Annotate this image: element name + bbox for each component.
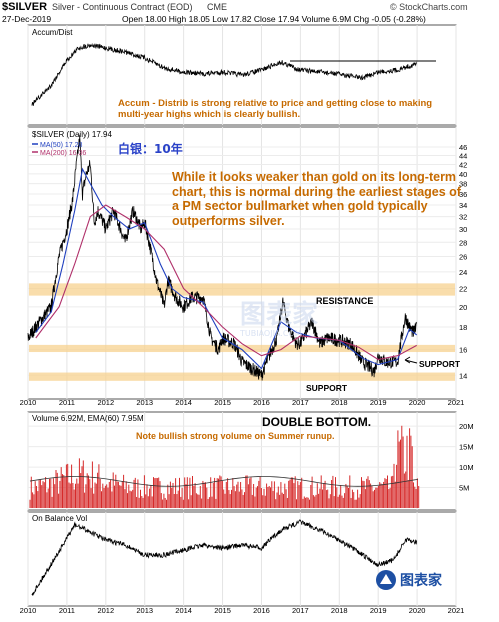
price-band bbox=[29, 283, 455, 296]
chart-symbol: $SILVER bbox=[2, 1, 48, 13]
y-tick-label: 16 bbox=[459, 346, 467, 355]
y-tick-label: 34 bbox=[459, 201, 467, 210]
y-tick-label: 42 bbox=[459, 160, 467, 169]
volume-ema-line bbox=[29, 476, 419, 487]
x-tick-label: 2014 bbox=[175, 398, 192, 407]
ma50-line bbox=[35, 167, 418, 370]
x-tick-label: 2015 bbox=[214, 606, 231, 615]
y-tick-label: 24 bbox=[459, 268, 467, 277]
accum-note: Accum - Distrib is strong relative to pr… bbox=[118, 98, 433, 120]
support-arrow bbox=[404, 356, 418, 364]
y-tick-label: 40 bbox=[459, 170, 467, 179]
price-note: While it looks weaker than gold on its l… bbox=[172, 170, 461, 228]
volume-tick-label: 20M bbox=[459, 422, 474, 431]
x-tick-label: 2019 bbox=[370, 398, 387, 407]
chart-quote: Open 18.00 High 18.05 Low 17.82 Close 17… bbox=[122, 14, 426, 24]
x-tick-label: 2013 bbox=[136, 606, 153, 615]
accum-panel-label: Accum/Dist bbox=[32, 28, 73, 37]
obv-panel bbox=[27, 511, 457, 607]
x-tick-label: 2018 bbox=[331, 606, 348, 615]
x-tick-label: 2015 bbox=[214, 398, 231, 407]
volume-tick-label: 10M bbox=[459, 463, 474, 472]
y-tick-label: 30 bbox=[459, 225, 467, 234]
y-tick-label: 22 bbox=[459, 285, 467, 294]
y-tick-label: 28 bbox=[459, 238, 467, 247]
y-tick-label: 20 bbox=[459, 303, 467, 312]
x-tick-label: 2021 bbox=[448, 606, 465, 615]
y-tick-label: 36 bbox=[459, 190, 467, 199]
volume-note: Note bullish strong volume on Summer run… bbox=[136, 431, 335, 441]
x-tick-label: 2020 bbox=[409, 398, 426, 407]
x-tick-label: 2018 bbox=[331, 398, 348, 407]
volume-panel-label: Volume 6.92M, EMA(60) 7.95M bbox=[32, 414, 144, 423]
x-tick-label: 2016 bbox=[253, 606, 270, 615]
y-tick-label: 46 bbox=[459, 143, 467, 152]
support-label-bottom: SUPPORT bbox=[306, 383, 348, 393]
watermark-sub: TUBIAOJIA.COM bbox=[239, 329, 302, 338]
x-tick-label: 2014 bbox=[175, 606, 192, 615]
y-tick-label: 38 bbox=[459, 180, 467, 189]
x-tick-label: 2017 bbox=[292, 606, 309, 615]
x-tick-label: 2012 bbox=[97, 606, 114, 615]
double-bottom-label: DOUBLE BOTTOM. bbox=[262, 415, 371, 429]
chart-exchange: CME bbox=[207, 2, 227, 12]
x-tick-label: 2019 bbox=[370, 606, 387, 615]
watermark-text: 图表家 bbox=[240, 299, 318, 330]
y-tick-label: 18 bbox=[459, 323, 467, 332]
support-label-right: SUPPORT bbox=[419, 359, 461, 369]
obv-line bbox=[31, 519, 417, 596]
x-tick-label: 2013 bbox=[136, 398, 153, 407]
x-tick-label: 2016 bbox=[253, 398, 270, 407]
chart-date: 27-Dec-2019 bbox=[2, 14, 52, 24]
tubiaojia-logo: 图表家 bbox=[376, 570, 448, 590]
logo-text: 图表家 bbox=[400, 572, 443, 589]
y-tick-label: 26 bbox=[459, 252, 467, 261]
obv-panel-label: On Balance Vol bbox=[32, 514, 87, 523]
y-tick-label: 14 bbox=[459, 371, 467, 380]
chart-instrument-name: Silver - Continuous Contract (EOD) bbox=[52, 2, 193, 12]
x-tick-label: 2021 bbox=[448, 398, 465, 407]
x-tick-label: 2011 bbox=[59, 398, 75, 407]
price-line bbox=[27, 134, 417, 381]
price-band bbox=[29, 344, 455, 353]
accum-dist-line bbox=[31, 43, 417, 106]
ma50-legend: MA(50) 17.28 bbox=[40, 142, 83, 149]
y-tick-label: 32 bbox=[459, 213, 467, 222]
x-tick-label: 2017 bbox=[292, 398, 309, 407]
x-tick-label: 2012 bbox=[97, 398, 114, 407]
y-tick-label: 44 bbox=[459, 152, 467, 161]
volume-tick-label: 5M bbox=[459, 484, 469, 493]
chinese-title: 白银：10年 bbox=[118, 141, 183, 156]
volume-tick-label: 15M bbox=[459, 443, 474, 452]
chart-source: © StockCharts.com bbox=[390, 2, 468, 12]
price-band bbox=[29, 372, 455, 381]
x-tick-label: 2020 bbox=[409, 606, 426, 615]
ma200-legend: MA(200) 16.36 bbox=[40, 150, 86, 157]
ma200-line bbox=[35, 204, 417, 361]
accum-panel bbox=[27, 24, 457, 126]
resistance-label: RESISTANCE bbox=[316, 296, 373, 306]
x-tick-label: 2010 bbox=[20, 606, 37, 615]
x-tick-label: 2011 bbox=[59, 606, 75, 615]
price-panel-label: $SILVER (Daily) 17.94 bbox=[32, 130, 112, 139]
x-tick-label: 2010 bbox=[20, 398, 37, 407]
